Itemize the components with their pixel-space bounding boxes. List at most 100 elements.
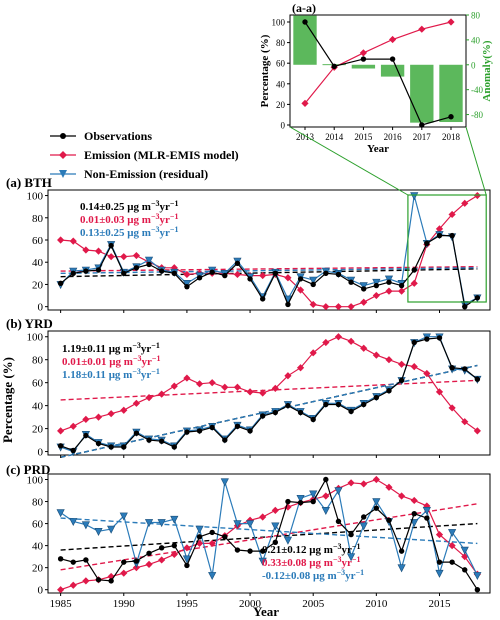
- panel-a-point-observations: [411, 267, 417, 273]
- panel-c-point-non-emission: [170, 515, 179, 524]
- panel-c-ytick-label: 100: [27, 475, 44, 487]
- panel-b-point-emission: [208, 379, 216, 387]
- inset-point-emission: [359, 49, 367, 57]
- inset-point-observations: [302, 19, 308, 25]
- panel-a-point-emission: [385, 287, 393, 295]
- panel-c-point-observations: [209, 529, 215, 536]
- panel-c-point-observations: [398, 548, 405, 554]
- panel-c-point-non-emission: [56, 509, 65, 518]
- annotation-unit2: yr: [141, 369, 152, 381]
- panel-c-ytick-label: 40: [32, 541, 44, 553]
- panel-c-point-non-emission: [220, 478, 229, 487]
- panel-a-point-non-emission: [384, 275, 394, 284]
- panel-c-point-observations: [184, 562, 190, 569]
- panel-c-point-observations: [196, 534, 203, 540]
- xtick-label: 2005: [302, 598, 325, 610]
- panel-c-point-emission: [284, 503, 292, 511]
- panel-c-point-non-emission: [119, 512, 128, 521]
- panel-a-point-emission: [82, 246, 90, 254]
- panel-a-point-observations: [196, 275, 203, 281]
- annotation-sup2: −1: [170, 225, 179, 234]
- panel-b-point-observations: [411, 339, 417, 346]
- panel-a-point-observations: [121, 270, 127, 277]
- panel-c-point-non-emission: [69, 518, 78, 527]
- inset-anomaly-bar: [410, 64, 434, 123]
- panel-a-point-observations: [348, 279, 354, 285]
- panel-a-point-observations: [398, 282, 405, 289]
- panel-b-point-emission: [334, 333, 343, 341]
- annotation-unit2: yr: [160, 214, 171, 226]
- annotation-unit: μg m: [109, 356, 133, 368]
- annotation-sup2: −1: [152, 354, 161, 363]
- panel-b-point-emission: [82, 415, 90, 424]
- annotation-value: 1.19±0.11: [62, 343, 106, 355]
- annotation-unit: μg m: [309, 557, 333, 569]
- inset-x-tick-label: 2018: [442, 132, 461, 142]
- panel-b-point-emission: [461, 418, 469, 426]
- panel-c-point-non-emission: [321, 507, 330, 516]
- panel-b-point-emission: [360, 344, 368, 352]
- panel-a-point-emission: [309, 300, 317, 309]
- panel-c-point-observations: [171, 542, 177, 549]
- panel-b-point-emission: [473, 427, 481, 435]
- panel-a-point-observations: [222, 272, 228, 279]
- panel-b-point-observations: [310, 416, 316, 423]
- inset-right-tick-label: 40: [471, 35, 481, 45]
- panel-b-point-observations: [398, 377, 405, 384]
- inset-point-emission: [301, 99, 309, 107]
- shared-xlabel: Year: [253, 604, 279, 619]
- panel-a-point-emission: [183, 270, 191, 279]
- panel-b-annotations: 1.19±0.11 μg m−3yr−10.01±0.01 μg m−3yr−1…: [62, 341, 160, 381]
- panel-c-point-emission: [246, 516, 254, 524]
- panel-a-point-non-emission: [372, 278, 381, 287]
- inset-point-observations: [448, 114, 454, 120]
- panel-a-annotation-emission: 0.01±0.03 μg m−3yr−1: [80, 212, 178, 226]
- panel-b-point-observations: [234, 423, 241, 429]
- annotation-sup1: −3: [132, 367, 141, 376]
- annotation-unit: μg m: [109, 343, 133, 355]
- panel-b-ytick-label: 100: [27, 332, 44, 344]
- panel-c-point-observations: [57, 556, 64, 562]
- annotation-sup1: −3: [337, 568, 346, 577]
- annotation-value: -0.12±0.08: [262, 570, 311, 582]
- panel-c-line-non-emission: [60, 481, 478, 576]
- panel-c-point-non-emission: [144, 519, 154, 528]
- panel-a-point-observations: [386, 279, 392, 285]
- panel-c-point-emission: [259, 513, 267, 521]
- annotation-unit: μg m: [127, 201, 151, 213]
- inset-line-emission: [304, 21, 452, 104]
- annotation-value: 0.33±0.08: [262, 557, 307, 569]
- inset-point-observations: [419, 122, 425, 128]
- panel-b-point-observations: [247, 428, 253, 434]
- panel-a-annotation-observations: 0.14±0.25 μg m−3yr−1: [80, 199, 178, 213]
- panel-c-point-emission: [208, 539, 216, 548]
- xtick-label: 1990: [113, 598, 136, 610]
- panel-a-ytick-label: 40: [32, 257, 44, 269]
- panel-b-point-observations: [184, 429, 190, 435]
- panel-c-point-non-emission: [346, 553, 356, 562]
- panel-c-annotation-emission: 0.33±0.08 μg m−3yr−1: [262, 555, 360, 569]
- panel-b-point-observations: [335, 401, 342, 408]
- panel-a-point-emission: [132, 251, 140, 260]
- inset-x-tick-label: 2013: [296, 132, 315, 142]
- panel-c-point-observations: [133, 558, 140, 564]
- panel-a-point-observations: [171, 270, 177, 277]
- inset-left-tick-label: 60: [276, 59, 286, 69]
- panel-a-annotation-non-emission: 0.13±0.25 μg m−3yr−1: [80, 225, 178, 239]
- panel-c-y-ticks: 0 20 40 60 80 100: [27, 475, 48, 597]
- panel-c-point-non-emission: [296, 494, 305, 503]
- panel-a-point-observations: [70, 270, 76, 277]
- panel-a-point-non-emission: [309, 276, 318, 285]
- panel-b-point-observations: [133, 430, 140, 436]
- panel-a-point-observations: [310, 281, 316, 288]
- panel-c-point-emission: [183, 544, 191, 552]
- panel-a-point-observations: [323, 270, 329, 277]
- annotation-sup2: −1: [356, 568, 365, 577]
- panel-c-point-non-emission: [359, 522, 368, 531]
- panel-c-point-observations: [424, 515, 430, 521]
- inset-left-ticks: 0 20 40 60 80 100: [272, 18, 290, 131]
- panel-c-point-emission: [120, 569, 128, 577]
- highlight-box: [407, 194, 487, 303]
- panel-b-point-observations: [57, 443, 64, 449]
